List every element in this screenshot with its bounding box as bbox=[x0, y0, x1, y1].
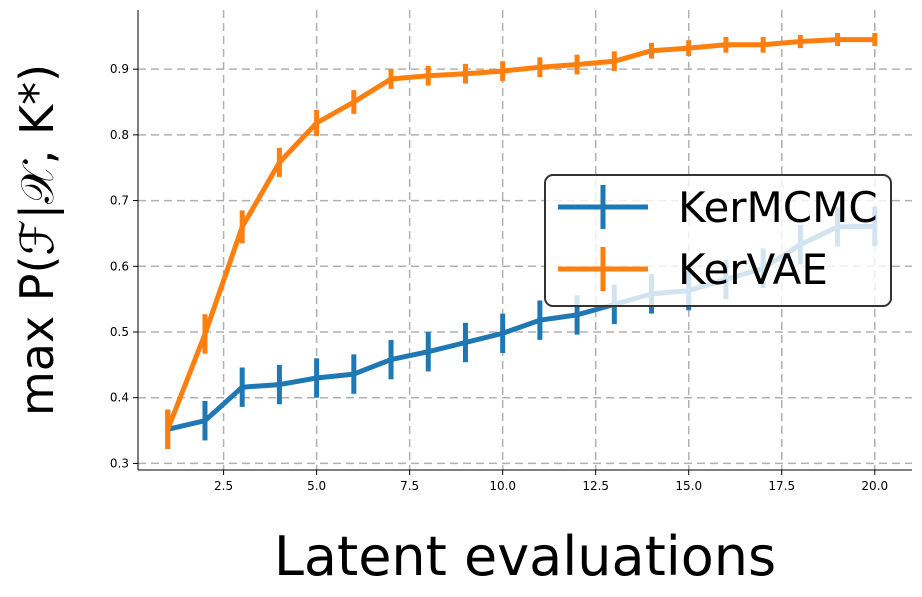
series-kervae bbox=[165, 33, 878, 449]
y-tick-label: 0.4 bbox=[110, 391, 129, 405]
y-tick-label: 0.6 bbox=[110, 259, 129, 273]
y-tick-label: 0.8 bbox=[110, 128, 129, 142]
y-tick-label: 0.7 bbox=[110, 194, 129, 208]
y-tick-label: 0.5 bbox=[110, 325, 129, 339]
x-tick-label: 17.5 bbox=[768, 479, 795, 493]
x-axis-title: Latent evaluations bbox=[274, 525, 776, 588]
x-tick-label: 2.5 bbox=[214, 479, 233, 493]
x-tick-label: 7.5 bbox=[400, 479, 419, 493]
series-line-kervae bbox=[165, 37, 875, 431]
y-tick-label: 0.9 bbox=[110, 62, 129, 76]
x-tick-label: 20.0 bbox=[861, 479, 888, 493]
x-tick-label: 10.0 bbox=[489, 479, 516, 493]
ticks: 2.5 5.0 7.5 10.0 12.5 15.0 17.5 20.0 0.3 0.4 0.5 0.… bbox=[110, 62, 888, 493]
y-tick-label: 0.3 bbox=[110, 456, 129, 470]
x-tick-label: 5.0 bbox=[307, 479, 326, 493]
legend: KerMCMC KerVAE bbox=[544, 174, 892, 307]
axes bbox=[137, 10, 912, 471]
y-axis-title: max P(ℱ|𝒳, K*) bbox=[10, 64, 65, 416]
legend-label-kermcmc: KerMCMC bbox=[678, 183, 878, 232]
x-tick-label: 12.5 bbox=[582, 479, 609, 493]
legend-label-kervae: KerVAE bbox=[678, 245, 828, 294]
x-tick-label: 15.0 bbox=[675, 479, 702, 493]
